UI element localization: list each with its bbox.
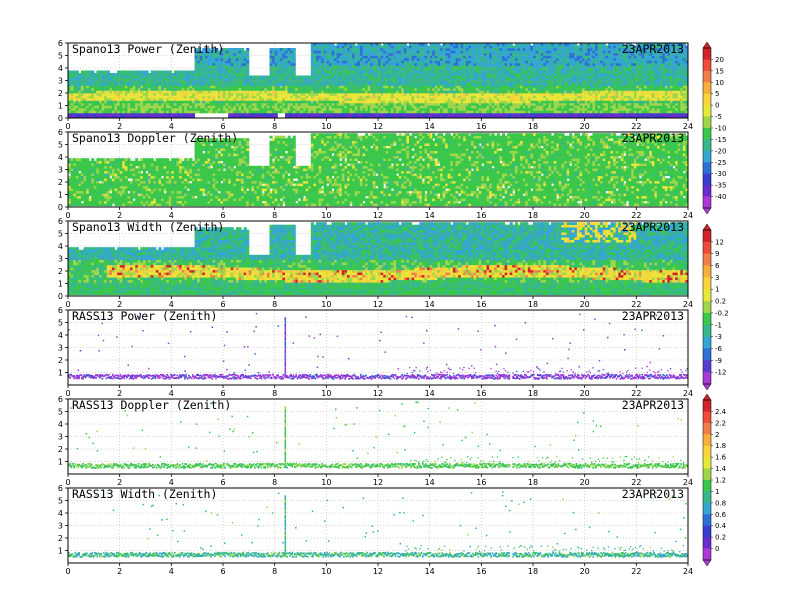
heatmap-cell	[293, 68, 296, 71]
heatmap-cell	[246, 48, 249, 51]
heatmap-cell	[246, 51, 249, 54]
heatmap-cell	[293, 56, 296, 59]
heatmap-cell	[241, 48, 244, 51]
heatmap-cell	[246, 58, 249, 61]
heatmap-cell	[293, 51, 296, 54]
heatmap-cell	[275, 113, 278, 116]
heatmap-cell	[91, 71, 94, 74]
heatmap-cell	[293, 61, 296, 64]
heatmap-cell	[246, 71, 249, 74]
heatmap-cell	[146, 71, 149, 74]
heatmap-cell	[246, 61, 249, 64]
heatmap-cell	[246, 68, 249, 71]
heatmap-cell	[293, 58, 296, 61]
heatmap-cell	[246, 56, 249, 59]
heatmap-cell	[192, 113, 195, 116]
heatmap-cell	[246, 73, 249, 76]
heatmap-cell	[246, 63, 249, 66]
heatmap-cell	[293, 48, 296, 51]
heatmap-cell	[293, 63, 296, 66]
heatmap-cell	[293, 71, 296, 74]
heatmap-cell	[107, 71, 110, 74]
heatmap-cell	[293, 73, 296, 76]
heatmap-cell	[76, 71, 79, 74]
